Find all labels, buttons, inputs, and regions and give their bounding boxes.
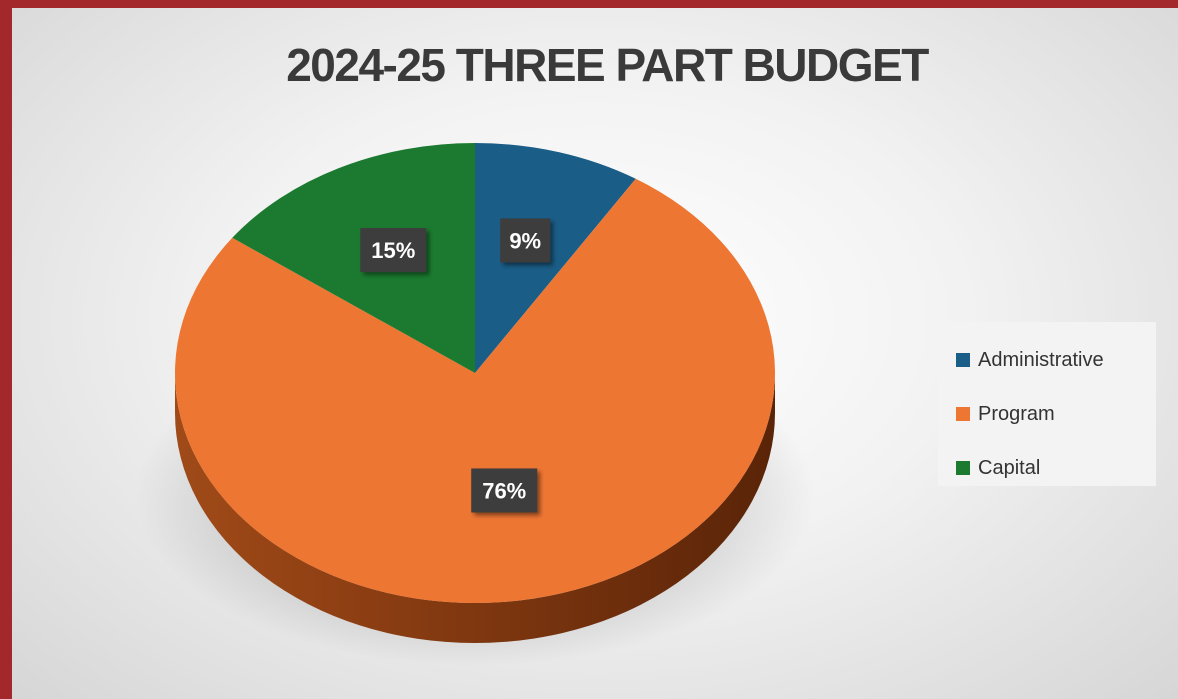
data-label-text: 76% [482, 478, 526, 503]
pie-chart: 9% 76% 15% [135, 143, 815, 666]
legend-item-administrative: Administrative [956, 348, 1104, 372]
data-label-administrative: 9% [500, 218, 551, 263]
data-label-text: 9% [509, 228, 541, 253]
data-label-capital: 15% [360, 228, 427, 273]
chart-title: 2024-25 THREE PART BUDGET [286, 39, 929, 91]
legend: Administrative Program Capital [938, 322, 1156, 486]
data-label-text: 15% [371, 238, 415, 263]
slide-frame: 2024-25 THREE PART BUDGET 9% 76% 15% Admin… [12, 8, 1178, 699]
legend-swatch [956, 353, 970, 367]
legend-swatch [956, 461, 970, 475]
legend-label: Program [978, 402, 1055, 425]
pie-side-edge [175, 373, 775, 643]
data-label-program: 76% [471, 468, 538, 513]
pie-slice-program [175, 178, 775, 604]
pie-slice-capital [232, 143, 475, 373]
legend-label: Capital [978, 456, 1041, 479]
data-label-box [360, 228, 427, 273]
legend-item-program: Program [956, 402, 1055, 426]
data-label-box [500, 218, 551, 263]
pie-slice-administrative [475, 143, 636, 373]
legend-item-capital: Capital [956, 456, 1040, 480]
data-label-box [471, 468, 538, 513]
legend-label: Administrative [978, 348, 1104, 371]
legend-swatch [956, 407, 970, 421]
